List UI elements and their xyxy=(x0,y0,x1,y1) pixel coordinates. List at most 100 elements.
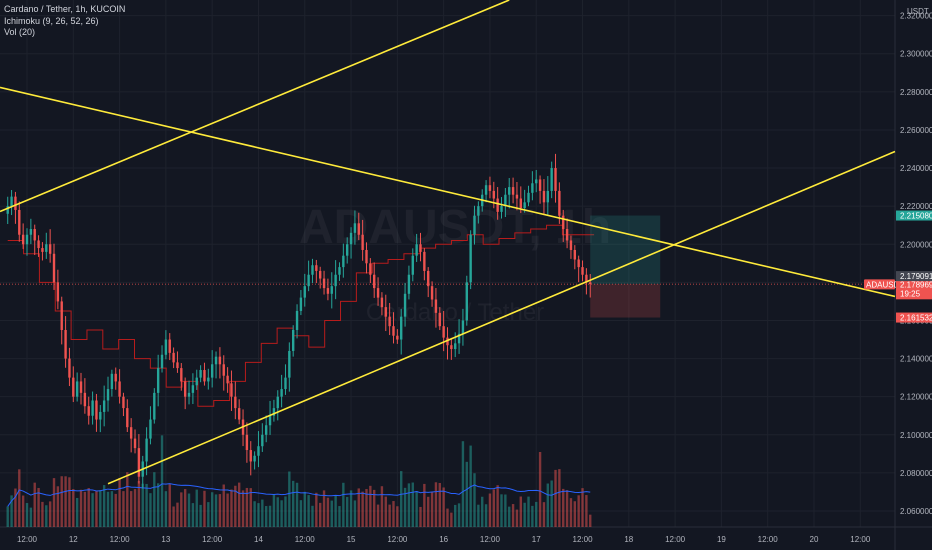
volume-bar xyxy=(457,503,461,527)
volume-bar xyxy=(542,502,546,527)
volume-bar xyxy=(311,505,314,527)
volume-bar xyxy=(357,488,360,527)
candle-body xyxy=(500,206,503,212)
candle-body xyxy=(176,362,179,369)
volume-bar xyxy=(454,504,457,527)
candle-body xyxy=(145,438,148,462)
volume-bar xyxy=(531,505,534,527)
volume-bar xyxy=(172,506,175,527)
volume-bar xyxy=(295,482,299,527)
candle-body xyxy=(195,377,198,386)
candle-body xyxy=(14,196,17,210)
candle-body xyxy=(99,411,102,420)
candle-body xyxy=(172,352,175,363)
time-axis[interactable]: 12:00 12 12:00 13 12:00 14 12:00 15 12:00 16 12:00… xyxy=(17,535,871,544)
candle-body xyxy=(538,179,542,191)
candle-body xyxy=(376,288,380,298)
candle-body xyxy=(118,381,121,397)
candle-body xyxy=(492,190,495,199)
volume-bar xyxy=(430,491,434,527)
candle-body xyxy=(60,301,63,330)
volume-bar xyxy=(10,495,13,527)
volume-bar xyxy=(415,491,418,527)
volume-bar xyxy=(423,483,426,527)
volume-bar xyxy=(222,484,225,527)
candle-body xyxy=(330,286,333,294)
volume-bar xyxy=(496,485,499,527)
candle-body xyxy=(199,370,202,378)
volume-bar xyxy=(434,482,438,527)
candle-body xyxy=(137,448,141,477)
candle-body xyxy=(122,396,125,409)
candle-body xyxy=(249,450,252,462)
candle-body xyxy=(450,345,453,350)
candle-body xyxy=(237,408,241,420)
price-tag-bg xyxy=(896,271,932,282)
candle-body xyxy=(230,383,233,397)
candle-body xyxy=(180,368,183,382)
candle-body xyxy=(438,312,441,327)
volume-bar xyxy=(214,494,218,527)
candle-body xyxy=(508,187,511,195)
volume-bar xyxy=(511,504,515,527)
candle-body xyxy=(218,356,222,365)
time-tick-label: 20 xyxy=(810,535,819,544)
time-tick-label: 12:00 xyxy=(573,535,594,544)
candle-body xyxy=(349,232,353,245)
volume-bar xyxy=(145,483,148,527)
price-tick-label: 2.120000 xyxy=(900,393,932,402)
candle-body xyxy=(268,415,272,426)
candle-body xyxy=(565,229,569,241)
time-tick-label: 12:00 xyxy=(850,535,871,544)
candle-body xyxy=(415,244,418,256)
candle-body xyxy=(315,265,318,271)
candle-body xyxy=(504,194,507,207)
volume-bar xyxy=(199,504,202,527)
volume-bar xyxy=(569,498,573,527)
watermark-name: Cardano / Tether xyxy=(366,299,544,326)
volume-bar xyxy=(249,488,252,527)
candle-body xyxy=(295,310,299,330)
candle-body xyxy=(222,364,225,376)
candle-body xyxy=(334,274,337,287)
volume-bar xyxy=(118,477,121,527)
volume-bar xyxy=(322,490,326,527)
price-tag-value: 2.179091 xyxy=(900,272,932,281)
volume-bar xyxy=(384,496,387,527)
candle-body xyxy=(168,339,171,353)
volume-bar xyxy=(60,476,63,527)
candle-body xyxy=(280,389,283,397)
symbol-title[interactable]: Cardano / Tether, 1h, KUCOIN xyxy=(4,4,126,14)
candle-body xyxy=(48,244,52,254)
candle-body xyxy=(272,408,276,416)
time-tick-label: 12:00 xyxy=(110,535,131,544)
candle-body xyxy=(72,377,75,397)
candle-body xyxy=(245,434,249,451)
volume-bar xyxy=(102,485,106,527)
volume-label[interactable]: Vol (20) xyxy=(4,27,36,37)
candle-body xyxy=(357,223,360,235)
volume-bar xyxy=(538,452,542,527)
ichimoku-label[interactable]: Ichimoku (9, 26, 52, 26) xyxy=(4,15,99,26)
volume-bar xyxy=(508,506,511,527)
volume-bar xyxy=(465,461,468,527)
volume-bar xyxy=(21,495,25,527)
volume-bar xyxy=(334,494,337,527)
volume-bar xyxy=(392,501,395,527)
candle-body xyxy=(114,373,117,382)
trendlines[interactable] xyxy=(0,0,896,485)
candle-body xyxy=(226,375,229,384)
time-tick-label: 12:00 xyxy=(480,535,501,544)
volume-bar xyxy=(577,495,580,527)
candle-body xyxy=(126,408,129,428)
volume-bar xyxy=(550,480,553,527)
volume-bar xyxy=(68,477,71,527)
price-tick-label: 2.200000 xyxy=(900,240,932,249)
volume-bar xyxy=(318,502,322,527)
candle-body xyxy=(546,190,549,203)
candle-body xyxy=(562,215,565,230)
candle-body xyxy=(257,446,260,456)
candle-body xyxy=(68,358,71,378)
candle-body xyxy=(29,229,33,235)
